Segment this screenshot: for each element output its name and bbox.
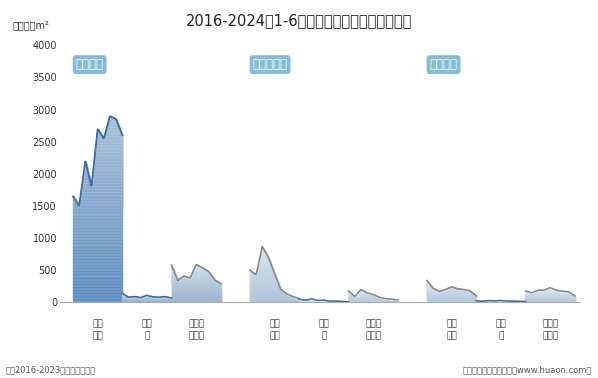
Text: 商品: 商品 [446, 319, 457, 328]
Text: 商业营: 商业营 [188, 319, 205, 328]
Text: 楼: 楼 [144, 331, 150, 340]
Text: 商品: 商品 [269, 319, 280, 328]
Text: 注：2016-2023年为全年度数据: 注：2016-2023年为全年度数据 [6, 365, 96, 374]
Text: 业用房: 业用房 [542, 331, 558, 340]
Text: 施工面积: 施工面积 [75, 58, 103, 71]
Text: 楼: 楼 [321, 331, 327, 340]
Text: 商业营: 商业营 [542, 319, 558, 328]
Text: 住宅: 住宅 [92, 331, 103, 340]
Text: 2016-2024年1-6月青海省房地产施工面积情况: 2016-2024年1-6月青海省房地产施工面积情况 [186, 13, 412, 28]
Text: 竣工面积: 竣工面积 [429, 58, 457, 71]
Text: 住宅: 住宅 [446, 331, 457, 340]
Text: 住宅: 住宅 [269, 331, 280, 340]
Text: 业用房: 业用房 [365, 331, 382, 340]
Text: 商业营: 商业营 [365, 319, 382, 328]
Text: 楼: 楼 [498, 331, 504, 340]
Text: 办公: 办公 [319, 319, 329, 328]
Text: 业用房: 业用房 [188, 331, 205, 340]
Text: 新开工面积: 新开工面积 [252, 58, 288, 71]
Text: 制图：华经产业研究院（www.huaon.com）: 制图：华经产业研究院（www.huaon.com） [463, 365, 592, 374]
Text: 办公: 办公 [142, 319, 152, 328]
Text: 单位：万m²: 单位：万m² [13, 20, 50, 30]
Text: 办公: 办公 [496, 319, 507, 328]
Text: 商品: 商品 [92, 319, 103, 328]
